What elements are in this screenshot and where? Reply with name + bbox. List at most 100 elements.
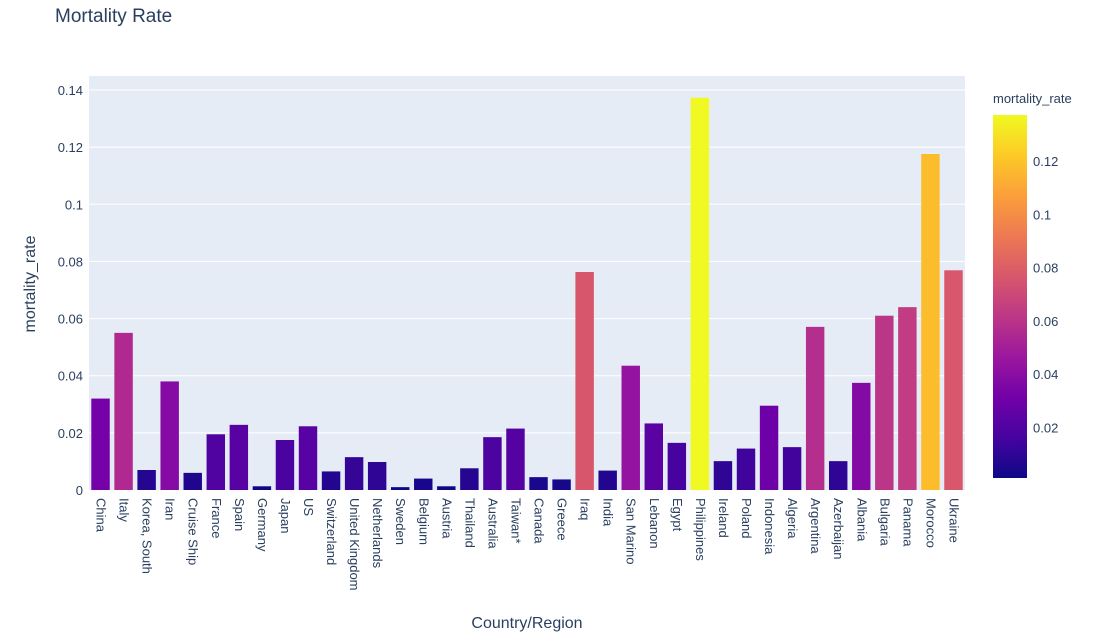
y-tick-label: 0.08	[58, 254, 83, 269]
x-tick-label: Austria	[439, 498, 454, 539]
x-tick-label: Switzerland	[324, 498, 339, 565]
bar	[414, 478, 433, 490]
bar	[321, 471, 341, 490]
bar	[782, 447, 802, 490]
colorbar-tick-label: 0.12	[1033, 154, 1058, 169]
bar	[390, 487, 410, 490]
x-tick-label: US	[301, 498, 316, 516]
colorbar-tick-label: 0.08	[1033, 261, 1058, 276]
bar	[275, 440, 295, 490]
bar	[828, 461, 848, 490]
x-tick-label: Lebanon	[647, 498, 662, 549]
colorbar: mortality_rate 0.02 0.04 0.06 0.08 0.1 0.12	[993, 91, 1072, 478]
x-tick-label: Azerbaijan	[831, 498, 846, 559]
bar	[506, 428, 525, 490]
x-tick-label: Italy	[117, 498, 132, 522]
bar	[805, 326, 825, 490]
x-tick-label: San Marino	[624, 498, 639, 564]
bar	[713, 461, 733, 490]
x-tick-label: Korea, South	[140, 498, 155, 574]
x-tick-label: Spain	[232, 498, 247, 531]
bar	[298, 426, 318, 490]
bar	[667, 442, 687, 490]
y-axis-ticks: 0 0.02 0.04 0.06 0.08 0.1 0.12 0.14	[58, 83, 83, 498]
gridlines	[89, 89, 965, 434]
y-tick-label: 0	[76, 483, 83, 498]
bar	[160, 381, 179, 490]
x-tick-label: Netherlands	[370, 498, 385, 569]
x-tick-label: Iran	[163, 498, 178, 520]
colorbar-tick-label: 0.02	[1033, 420, 1058, 435]
bar	[529, 477, 548, 490]
x-tick-label: Algeria	[785, 498, 800, 539]
bar	[644, 423, 664, 490]
x-tick-label: Australia	[485, 498, 500, 549]
y-tick-label: 0.1	[65, 197, 83, 212]
bar	[898, 307, 917, 490]
bar	[344, 457, 364, 490]
x-tick-label: Albania	[854, 498, 869, 542]
bar	[921, 154, 940, 490]
x-tick-label: France	[209, 498, 224, 538]
bars	[91, 97, 963, 490]
x-tick-label: Iraq	[578, 498, 593, 520]
bar	[252, 486, 272, 490]
chart-title: Mortality Rate	[55, 6, 172, 27]
x-tick-label: Morocco	[923, 498, 938, 548]
bar	[137, 470, 156, 490]
bar	[598, 470, 617, 490]
x-tick-label: Germany	[255, 498, 270, 552]
bar	[944, 270, 963, 490]
bar	[437, 486, 456, 490]
x-tick-label: Thailand	[462, 498, 477, 548]
bar	[621, 365, 640, 490]
x-tick-label: Bulgaria	[877, 498, 892, 546]
x-tick-label: Greece	[555, 498, 570, 541]
y-tick-label: 0.12	[58, 140, 83, 155]
bar	[759, 405, 779, 490]
bar	[575, 272, 594, 490]
x-tick-label: Sweden	[393, 498, 408, 545]
bar	[229, 424, 249, 490]
colorbar-gradient	[993, 115, 1027, 478]
x-tick-label: Philippines	[693, 498, 708, 561]
colorbar-tick-label: 0.1	[1033, 207, 1051, 222]
x-tick-label: Indonesia	[762, 498, 777, 555]
bar	[483, 437, 502, 490]
y-tick-label: 0.04	[58, 369, 83, 384]
bar	[736, 448, 756, 490]
x-tick-label: Panama	[900, 498, 915, 547]
bar	[875, 315, 894, 490]
colorbar-ticks: 0.02 0.04 0.06 0.08 0.1 0.12	[1033, 154, 1058, 435]
x-tick-label: India	[601, 498, 616, 527]
x-tick-label: Taiwan*	[508, 498, 523, 544]
bar	[183, 472, 202, 490]
x-tick-label: Egypt	[670, 498, 685, 532]
colorbar-tick-label: 0.04	[1033, 367, 1058, 382]
x-tick-label: United Kingdom	[347, 498, 362, 591]
plot-area	[89, 76, 965, 490]
bar	[852, 382, 871, 490]
bar	[690, 97, 710, 490]
x-tick-label: China	[94, 498, 109, 533]
bar	[206, 434, 226, 490]
x-axis-ticks: China Italy Korea, South Iran Cruise Ship Fra…	[94, 498, 962, 591]
x-tick-label: Japan	[278, 498, 293, 533]
x-tick-label: Canada	[532, 498, 547, 544]
x-tick-label: Ireland	[716, 498, 731, 538]
bar	[460, 468, 479, 490]
y-tick-label: 0.06	[58, 312, 83, 327]
bar	[552, 479, 571, 490]
x-tick-label: Argentina	[808, 498, 823, 554]
bar	[114, 332, 133, 490]
colorbar-title: mortality_rate	[993, 91, 1072, 106]
y-axis-title: mortality_rate	[22, 235, 39, 332]
x-tick-label: Belgium	[416, 498, 431, 545]
colorbar-tick-label: 0.06	[1033, 314, 1058, 329]
y-tick-label: 0.14	[58, 83, 83, 98]
y-tick-label: 0.02	[58, 426, 83, 441]
x-tick-label: Poland	[739, 498, 754, 538]
x-axis-title: Country/Region	[471, 615, 582, 632]
bar	[367, 462, 387, 490]
